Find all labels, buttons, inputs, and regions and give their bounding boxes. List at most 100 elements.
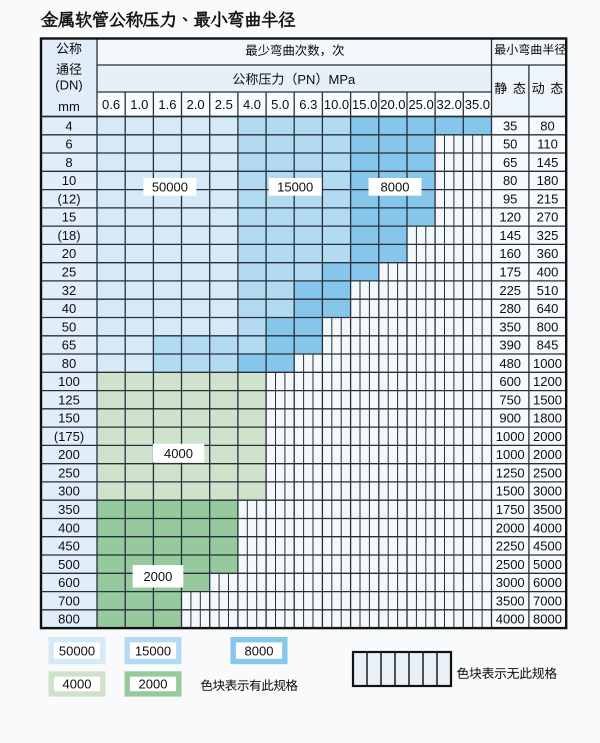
svg-text:3000: 3000	[533, 484, 562, 499]
svg-text:600: 600	[58, 575, 80, 590]
svg-text:2000: 2000	[533, 447, 562, 462]
svg-text:250: 250	[58, 466, 80, 481]
svg-text:4000: 4000	[496, 612, 525, 627]
svg-text:32.0: 32.0	[437, 97, 462, 112]
svg-text:325: 325	[537, 228, 559, 243]
svg-text:10.0: 10.0	[324, 97, 349, 112]
svg-text:120: 120	[499, 210, 521, 225]
svg-text:2000: 2000	[496, 520, 525, 535]
svg-text:8000: 8000	[381, 180, 410, 195]
svg-text:175: 175	[499, 265, 521, 280]
svg-text:(12): (12)	[57, 191, 80, 206]
svg-text:1800: 1800	[533, 411, 562, 426]
svg-text:2000: 2000	[143, 569, 172, 584]
svg-text:350: 350	[499, 319, 521, 334]
svg-text:8: 8	[65, 155, 72, 170]
svg-text:8000: 8000	[533, 612, 562, 627]
svg-text:360: 360	[537, 246, 559, 261]
svg-text:500: 500	[58, 557, 80, 572]
svg-text:25.0: 25.0	[408, 97, 433, 112]
svg-text:1500: 1500	[533, 392, 562, 407]
svg-text:1.6: 1.6	[158, 97, 176, 112]
svg-text:65: 65	[503, 155, 517, 170]
svg-text:35: 35	[503, 118, 517, 133]
svg-text:40: 40	[62, 301, 76, 316]
svg-text:2250: 2250	[496, 539, 525, 554]
svg-text:2.5: 2.5	[215, 97, 233, 112]
svg-text:300: 300	[58, 484, 80, 499]
svg-text:15000: 15000	[277, 180, 313, 195]
svg-text:145: 145	[499, 228, 521, 243]
svg-text:145: 145	[537, 155, 559, 170]
svg-text:15: 15	[62, 210, 76, 225]
svg-text:7000: 7000	[533, 593, 562, 608]
svg-text:400: 400	[537, 265, 559, 280]
svg-text:1000: 1000	[496, 429, 525, 444]
svg-text:MPa: MPa	[329, 72, 357, 87]
svg-text:215: 215	[537, 191, 559, 206]
svg-text:1000: 1000	[533, 356, 562, 371]
svg-text:1750: 1750	[496, 502, 525, 517]
svg-text:6.3: 6.3	[299, 97, 317, 112]
svg-text:50: 50	[503, 137, 517, 152]
svg-text:2.0: 2.0	[187, 97, 205, 112]
svg-text:180: 180	[537, 173, 559, 188]
svg-text:5000: 5000	[533, 557, 562, 572]
svg-text:4.0: 4.0	[243, 97, 261, 112]
svg-text:750: 750	[499, 392, 521, 407]
svg-text:35.0: 35.0	[465, 97, 490, 112]
svg-text:15.0: 15.0	[352, 97, 377, 112]
svg-text:450: 450	[58, 539, 80, 554]
svg-text:3500: 3500	[496, 593, 525, 608]
svg-text:1.0: 1.0	[130, 97, 148, 112]
svg-text:3000: 3000	[496, 575, 525, 590]
svg-text:80: 80	[503, 173, 517, 188]
svg-text:350: 350	[58, 502, 80, 517]
svg-text:150: 150	[58, 411, 80, 426]
svg-text:5.0: 5.0	[271, 97, 289, 112]
svg-text:6000: 6000	[533, 575, 562, 590]
svg-text:280: 280	[499, 301, 521, 316]
svg-text:50: 50	[62, 319, 76, 334]
svg-text:2000: 2000	[533, 429, 562, 444]
svg-text:100: 100	[58, 374, 80, 389]
svg-text:390: 390	[499, 338, 521, 353]
svg-text:50000: 50000	[152, 180, 188, 195]
svg-text:800: 800	[537, 319, 559, 334]
svg-text:3500: 3500	[533, 502, 562, 517]
svg-text:480: 480	[499, 356, 521, 371]
svg-text:125: 125	[58, 392, 80, 407]
svg-text:900: 900	[499, 411, 521, 426]
svg-text:1500: 1500	[496, 484, 525, 499]
svg-text:80: 80	[62, 356, 76, 371]
svg-text:2500: 2500	[533, 466, 562, 481]
svg-text:4000: 4000	[63, 677, 92, 692]
svg-text:4: 4	[65, 118, 72, 133]
svg-text:25: 25	[62, 265, 76, 280]
svg-text:20.0: 20.0	[380, 97, 405, 112]
svg-text:270: 270	[537, 210, 559, 225]
svg-text:1200: 1200	[533, 374, 562, 389]
svg-text:510: 510	[537, 283, 559, 298]
svg-text:2500: 2500	[496, 557, 525, 572]
svg-text:PN: PN	[297, 72, 315, 87]
svg-text:640: 640	[537, 301, 559, 316]
svg-text:1250: 1250	[496, 466, 525, 481]
svg-text:400: 400	[58, 520, 80, 535]
svg-text:6: 6	[65, 137, 72, 152]
svg-text:110: 110	[537, 137, 558, 152]
svg-text:95: 95	[503, 191, 517, 206]
svg-text:200: 200	[58, 447, 80, 462]
svg-text:10: 10	[62, 173, 76, 188]
svg-text:80: 80	[540, 118, 554, 133]
svg-text:4500: 4500	[533, 539, 562, 554]
svg-text:50000: 50000	[59, 643, 95, 658]
svg-text:700: 700	[58, 593, 80, 608]
svg-text:mm: mm	[58, 99, 80, 114]
svg-text:(175): (175)	[54, 429, 84, 444]
svg-text:1000: 1000	[496, 447, 525, 462]
svg-text:600: 600	[499, 374, 521, 389]
svg-text:(DN): (DN)	[55, 78, 82, 93]
svg-text:15000: 15000	[135, 643, 171, 658]
svg-text:225: 225	[499, 283, 521, 298]
